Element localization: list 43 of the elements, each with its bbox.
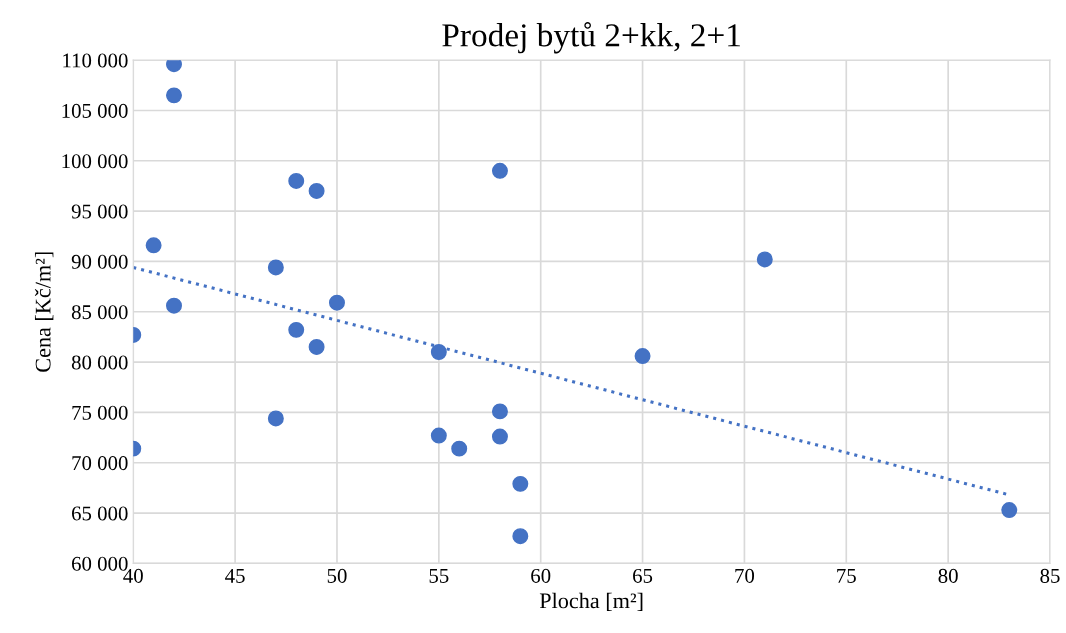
y-tick-label: 75 000 xyxy=(72,405,128,420)
x-tick-label: 85 xyxy=(1040,568,1060,583)
y-axis-title: Cena [Kč/m²] xyxy=(34,252,54,372)
y-tick-label: 95 000 xyxy=(71,204,128,219)
x-tick-label: 65 xyxy=(633,568,653,583)
x-tick-label: 45 xyxy=(225,568,245,583)
point xyxy=(491,162,508,179)
point xyxy=(166,297,182,314)
x-tick-label: 50 xyxy=(327,568,347,583)
point xyxy=(145,237,162,254)
point xyxy=(491,428,508,445)
point xyxy=(430,427,447,444)
x-tick-label: 60 xyxy=(531,568,551,583)
point xyxy=(491,403,508,420)
point xyxy=(328,294,345,311)
chart-title: Prodej bytů 2+kk, 2+1 xyxy=(442,22,740,54)
point xyxy=(634,348,651,365)
y-tick-label: 85 000 xyxy=(71,305,128,320)
y-tick-label: 105 000 xyxy=(62,103,128,118)
point xyxy=(288,321,305,338)
point xyxy=(267,410,284,427)
y-tick-label: 65 000 xyxy=(71,506,128,521)
y-tick-label: 70 000 xyxy=(72,456,128,471)
point xyxy=(267,259,284,276)
point xyxy=(308,339,325,355)
point xyxy=(512,528,529,545)
y-tick-label: 90 000 xyxy=(71,254,128,269)
x-tick-label: 80 xyxy=(938,568,958,583)
x-tick-label: 75 xyxy=(837,569,856,583)
x-tick-label: 70 xyxy=(735,568,755,583)
point xyxy=(451,440,468,457)
point xyxy=(166,87,182,104)
y-tick-label: 80 000 xyxy=(71,355,128,370)
point xyxy=(512,475,529,492)
point xyxy=(756,251,773,268)
x-tick-label: 55 xyxy=(429,569,449,583)
point xyxy=(288,172,305,189)
point xyxy=(430,344,447,360)
y-tick-label: 110 000 xyxy=(63,53,128,68)
y-tick-label: 100 000 xyxy=(62,154,128,169)
x-axis-title: Plocha [m²] xyxy=(539,592,643,612)
point xyxy=(1001,502,1018,519)
point xyxy=(308,182,325,199)
